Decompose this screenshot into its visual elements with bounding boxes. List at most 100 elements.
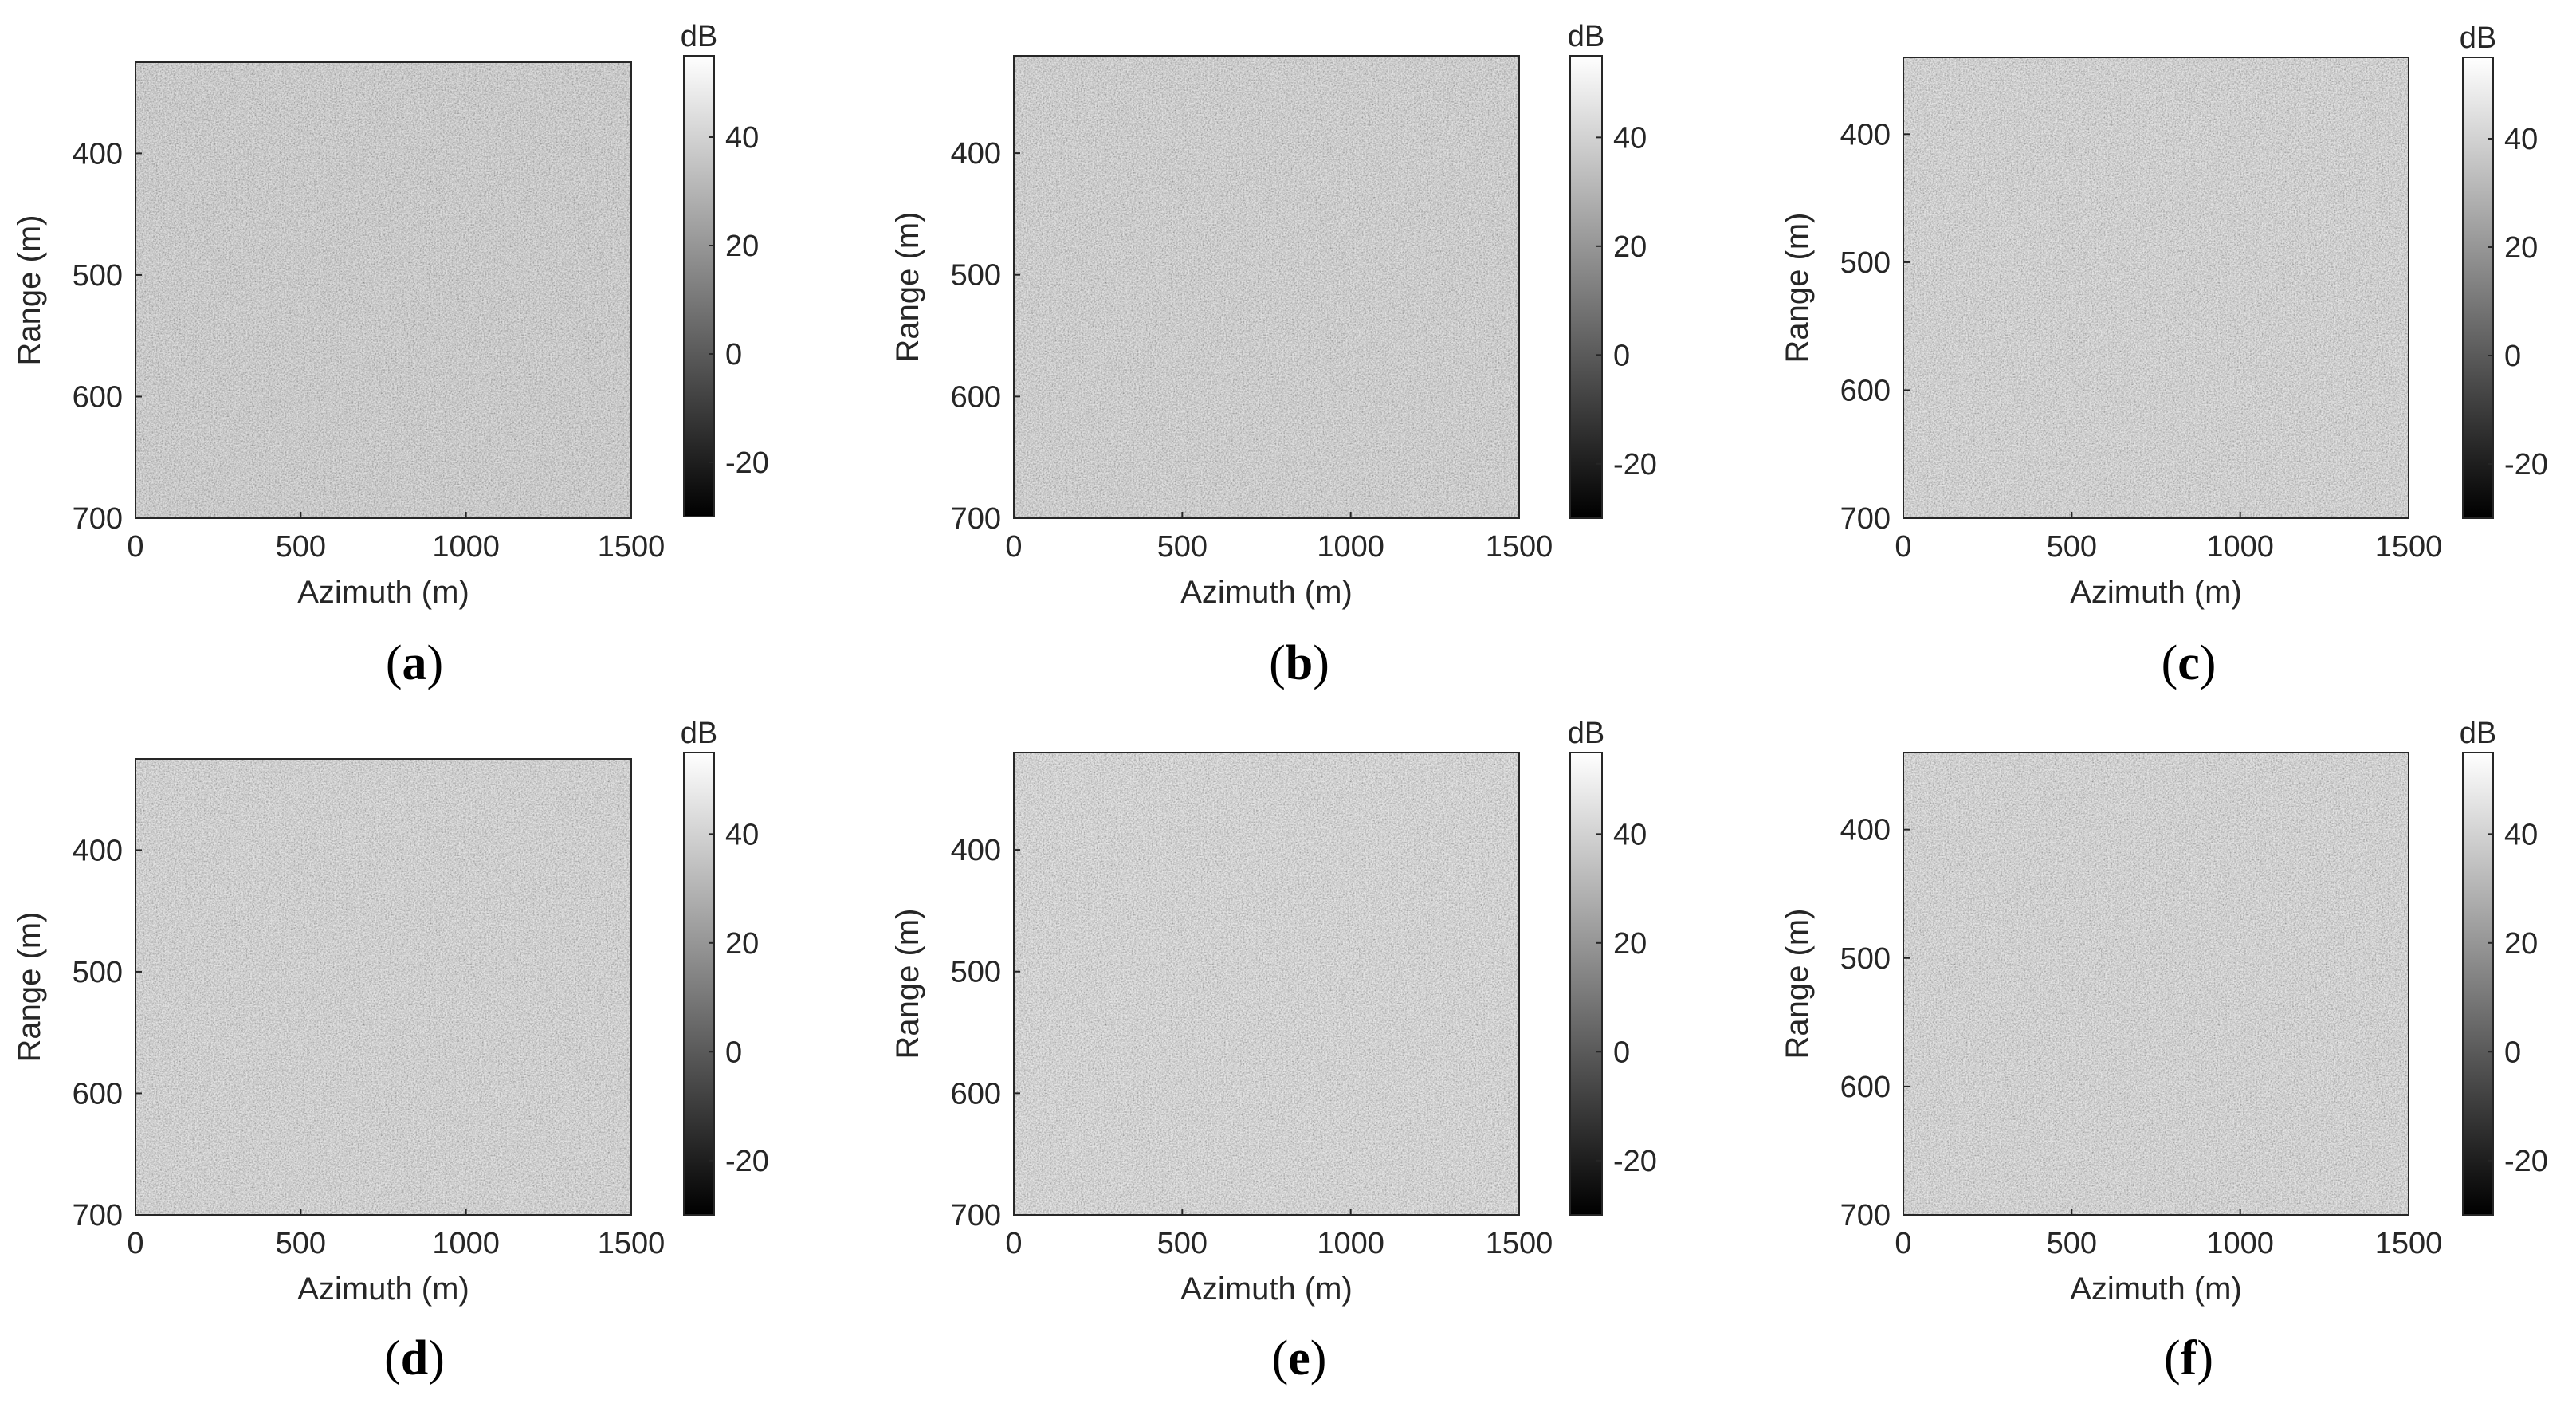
panel-caption: (d) [384, 1331, 445, 1386]
sar-speckle-texture [1014, 56, 1519, 518]
x-tick-label: 1500 [598, 1227, 666, 1260]
y-axis-label: Range (m) [890, 212, 925, 363]
x-tick-label: 500 [2047, 1227, 2097, 1260]
x-tick-label: 500 [2047, 530, 2097, 564]
x-tick-label: 0 [1895, 530, 1911, 564]
colorbar-tick-label: -20 [1613, 448, 1657, 482]
panel-caption: (c) [2162, 636, 2217, 690]
sar-speckle-texture [135, 62, 631, 518]
x-tick-label: 1000 [1317, 1227, 1384, 1260]
x-axis-label: Azimuth (m) [2070, 1272, 2242, 1307]
colorbar [2462, 752, 2494, 1216]
y-tick-label: 400 [951, 137, 1001, 171]
x-tick-label: 1000 [432, 1227, 500, 1260]
x-tick-label: 500 [1157, 1227, 1208, 1260]
colorbar-label: dB [681, 717, 717, 750]
panel-caption: (f) [2164, 1331, 2213, 1386]
colorbar-tick-label: -20 [725, 1145, 769, 1178]
colorbar-label: dB [1568, 20, 1604, 53]
colorbar [1569, 55, 1603, 519]
x-tick-label: 0 [127, 1227, 143, 1260]
x-tick-label: 1500 [598, 530, 666, 564]
colorbar-tick-label: -20 [725, 446, 769, 480]
x-axis-label: Azimuth (m) [297, 575, 469, 610]
colorbar-tick-label: 20 [2504, 927, 2538, 961]
colorbar-tick-label: 0 [2504, 1036, 2521, 1069]
y-tick-label: 700 [73, 1199, 123, 1232]
panel-letter: a [402, 636, 427, 690]
sar-speckle-texture [135, 759, 631, 1215]
colorbar-tick-label: 0 [1613, 1036, 1630, 1069]
colorbar-tick-label: -20 [1613, 1145, 1657, 1178]
plot-frame [1013, 55, 1520, 519]
colorbar-tick-label: 20 [1613, 927, 1647, 961]
y-tick-label: 500 [951, 956, 1001, 989]
y-tick-label: 700 [1840, 502, 1891, 536]
colorbar-label: dB [2460, 22, 2496, 55]
x-tick-label: 500 [276, 530, 326, 564]
x-tick-label: 1000 [1317, 530, 1384, 564]
x-tick-label: 1500 [1486, 1227, 1553, 1260]
x-tick-label: 0 [1005, 1227, 1022, 1260]
panel-letter: f [2181, 1331, 2198, 1386]
x-tick-label: 500 [1157, 530, 1208, 564]
y-tick-label: 600 [1840, 374, 1891, 407]
colorbar-tick-label: 20 [725, 927, 759, 961]
x-tick-label: 0 [1005, 530, 1022, 564]
x-axis-label: Azimuth (m) [1180, 1272, 1353, 1307]
colorbar-tick-label: 20 [1613, 230, 1647, 264]
y-tick-label: 400 [1840, 814, 1891, 847]
panel-caption: (b) [1269, 636, 1329, 690]
sar-speckle-texture [1014, 753, 1519, 1215]
colorbar-tick-label: 40 [1613, 818, 1647, 851]
y-axis-label: Range (m) [890, 909, 925, 1059]
x-tick-label: 1000 [2206, 1227, 2274, 1260]
y-tick-label: 500 [1840, 246, 1891, 280]
x-tick-label: 1000 [2206, 530, 2274, 564]
x-tick-label: 1500 [1486, 530, 1553, 564]
colorbar-tick-label: 0 [1613, 339, 1630, 372]
plot-frame [1903, 752, 2409, 1216]
y-tick-label: 400 [73, 137, 123, 171]
x-axis-label: Azimuth (m) [1180, 575, 1353, 610]
panel-caption: (a) [386, 636, 443, 690]
colorbar-tick-label: 40 [725, 121, 759, 155]
panel-caption: (e) [1272, 1331, 1327, 1386]
x-tick-label: 500 [276, 1227, 326, 1260]
sar-speckle-texture [1903, 57, 2409, 518]
colorbar [1569, 752, 1603, 1216]
x-tick-label: 1500 [2375, 530, 2443, 564]
y-tick-label: 400 [73, 834, 123, 867]
plot-frame [135, 61, 632, 519]
plot-frame [1013, 752, 1520, 1216]
panel-c: 0 500 1000 1500 400 500 600 700 Azimuth (m) Range… [1780, 22, 2548, 690]
colorbar-label: dB [681, 20, 717, 53]
y-tick-label: 700 [951, 502, 1001, 536]
y-tick-label: 600 [1840, 1071, 1891, 1104]
x-axis-label: Azimuth (m) [2070, 575, 2242, 610]
y-tick-label: 700 [951, 1199, 1001, 1232]
y-axis-label: Range (m) [1780, 213, 1815, 364]
plot-frame [1903, 57, 2409, 519]
y-tick-label: 500 [73, 956, 123, 989]
plot-frame [135, 758, 632, 1216]
y-tick-label: 500 [1840, 942, 1891, 976]
colorbar-tick-label: 0 [725, 1036, 742, 1069]
colorbar-tick-label: 20 [2504, 231, 2538, 265]
colorbar-tick-label: -20 [2504, 1145, 2548, 1178]
y-axis-label: Range (m) [1780, 909, 1815, 1059]
x-tick-label: 0 [1895, 1227, 1911, 1260]
y-tick-label: 400 [1840, 118, 1891, 151]
y-tick-label: 600 [951, 380, 1001, 414]
y-axis-label: Range (m) [12, 912, 47, 1063]
colorbar-tick-label: 40 [1613, 121, 1647, 155]
panel-letter: c [2177, 636, 2200, 690]
colorbar-label: dB [2460, 717, 2496, 750]
panel-letter: b [1286, 636, 1313, 690]
colorbar-tick-label: 40 [2504, 123, 2538, 156]
colorbar [2462, 57, 2494, 519]
